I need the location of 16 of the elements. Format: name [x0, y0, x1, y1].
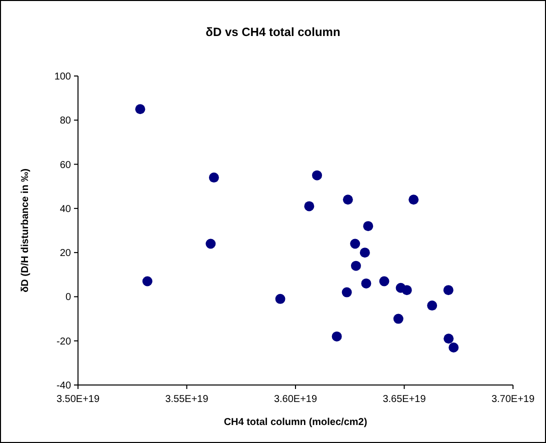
x-tick-label: 3.70E+19	[491, 394, 535, 405]
y-tick-label: -20	[56, 336, 72, 348]
y-tick-label: 0	[65, 292, 72, 304]
y-tick-label: 60	[60, 160, 72, 171]
y-tick-label: 40	[60, 204, 72, 215]
y-axis-title: δD (D/H disturbance in ‰)	[20, 168, 31, 292]
y-tick-label: 20	[60, 248, 72, 260]
y-tick-label: 80	[60, 116, 72, 127]
y-tick-label: -40	[56, 380, 72, 392]
x-tick-label: 3.50E+19	[56, 394, 100, 405]
x-axis-title: CH4 total column (molec/cm2)	[224, 417, 368, 428]
chart-title: δD vs CH4 total column	[206, 25, 340, 39]
x-tick-label: 3.65E+19	[382, 394, 426, 405]
x-tick-label: 3.60E+19	[274, 394, 318, 405]
y-tick-label: 100	[54, 72, 72, 82]
x-tick-label: 3.55E+19	[165, 394, 209, 405]
